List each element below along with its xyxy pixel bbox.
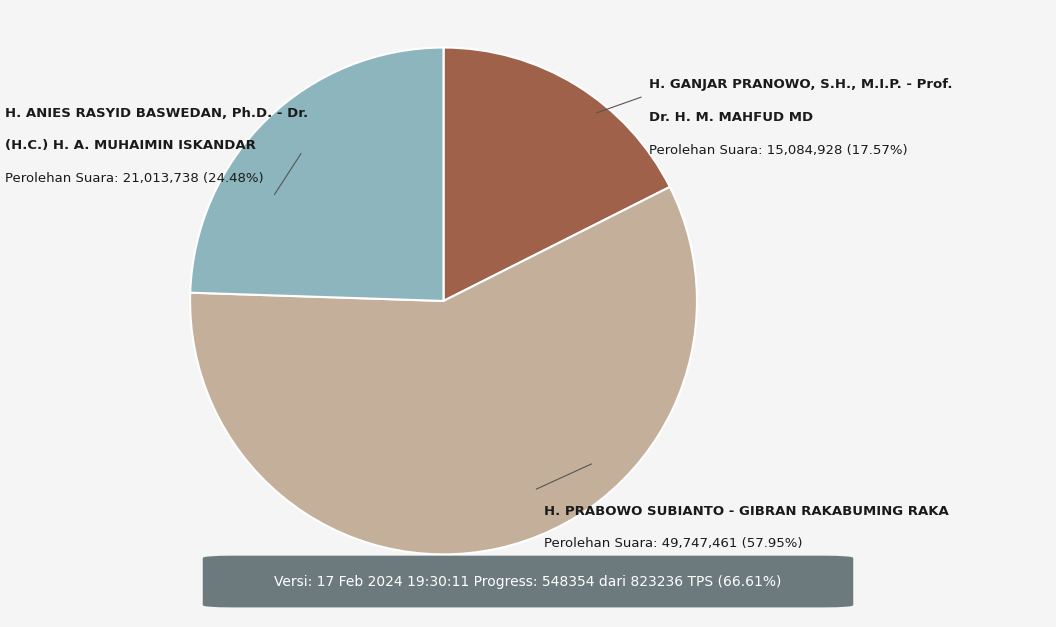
FancyBboxPatch shape: [203, 556, 853, 608]
Wedge shape: [444, 48, 670, 301]
Wedge shape: [190, 187, 697, 554]
Text: H. GANJAR PRANOWO, S.H., M.I.P. - Prof.: H. GANJAR PRANOWO, S.H., M.I.P. - Prof.: [649, 78, 953, 92]
Text: Perolehan Suara: 15,084,928 (17.57%): Perolehan Suara: 15,084,928 (17.57%): [649, 144, 908, 157]
Text: Perolehan Suara: 49,747,461 (57.95%): Perolehan Suara: 49,747,461 (57.95%): [544, 537, 803, 551]
Text: H. ANIES RASYID BASWEDAN, Ph.D. - Dr.: H. ANIES RASYID BASWEDAN, Ph.D. - Dr.: [5, 107, 308, 120]
Text: Perolehan Suara: 21,013,738 (24.48%): Perolehan Suara: 21,013,738 (24.48%): [5, 172, 264, 185]
Text: H. PRABOWO SUBIANTO - GIBRAN RAKABUMING RAKA: H. PRABOWO SUBIANTO - GIBRAN RAKABUMING …: [544, 505, 948, 518]
Text: (H.C.) H. A. MUHAIMIN ISKANDAR: (H.C.) H. A. MUHAIMIN ISKANDAR: [5, 139, 257, 152]
Text: Dr. H. M. MAHFUD MD: Dr. H. M. MAHFUD MD: [649, 111, 813, 124]
Text: Versi: 17 Feb 2024 19:30:11 Progress: 548354 dari 823236 TPS (66.61%): Versi: 17 Feb 2024 19:30:11 Progress: 54…: [275, 574, 781, 589]
Wedge shape: [190, 48, 444, 301]
